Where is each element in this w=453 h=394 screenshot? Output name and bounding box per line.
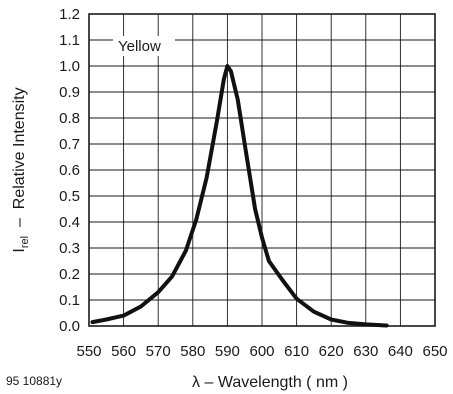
y-tick-label: 1.0 [59, 58, 80, 75]
y-axis-label-subscript: rel [19, 236, 31, 248]
y-tick-label: 1.2 [59, 6, 80, 23]
x-tick-labels: 550 560 570 580 590 600 610 620 630 640 650 [76, 343, 447, 360]
y-tick-labels: 0.0 0.1 0.2 0.3 0.4 0.5 0.6 0.7 0.8 0.9 1.0 1.1 1.2 [59, 6, 80, 335]
y-tick-label: 0.9 [59, 84, 80, 101]
figure-id: 95 10881y [6, 374, 62, 388]
y-tick-label: 0.8 [59, 110, 80, 127]
y-axis-label-main: I [11, 248, 28, 252]
y-tick-label: 0.0 [59, 318, 80, 335]
y-axis-label: Irel – Relative Intensity [11, 87, 31, 252]
series-line [90, 64, 389, 328]
y-tick-label: 0.4 [59, 214, 80, 231]
x-tick-label: 550 [76, 343, 101, 360]
x-tick-label: 640 [388, 343, 413, 360]
y-tick-label: 0.6 [59, 162, 80, 179]
x-tick-label: 560 [111, 343, 136, 360]
y-tick-label: 0.5 [59, 188, 80, 205]
x-tick-label: 610 [284, 343, 309, 360]
x-tick-label: 570 [146, 343, 171, 360]
x-tick-label: 590 [215, 343, 240, 360]
x-tick-label: 580 [180, 343, 205, 360]
y-tick-label: 0.3 [59, 240, 80, 257]
grid [88, 13, 436, 327]
x-axis-label: λ – Wavelength ( nm ) [192, 374, 348, 391]
x-tick-label: 620 [319, 343, 344, 360]
plot-frame [88, 13, 436, 327]
annotation-label: Yellow [118, 38, 161, 55]
y-tick-label: 0.2 [59, 266, 80, 283]
x-tick-label: 600 [249, 343, 274, 360]
y-tick-label: 0.7 [59, 136, 80, 153]
x-tick-label: 650 [422, 343, 447, 360]
annotation-background [113, 36, 175, 56]
y-tick-label: 1.1 [59, 32, 80, 49]
y-axis-label-rest: – Relative Intensity [11, 87, 28, 236]
x-tick-label: 630 [353, 343, 378, 360]
y-tick-label: 0.1 [59, 292, 80, 309]
